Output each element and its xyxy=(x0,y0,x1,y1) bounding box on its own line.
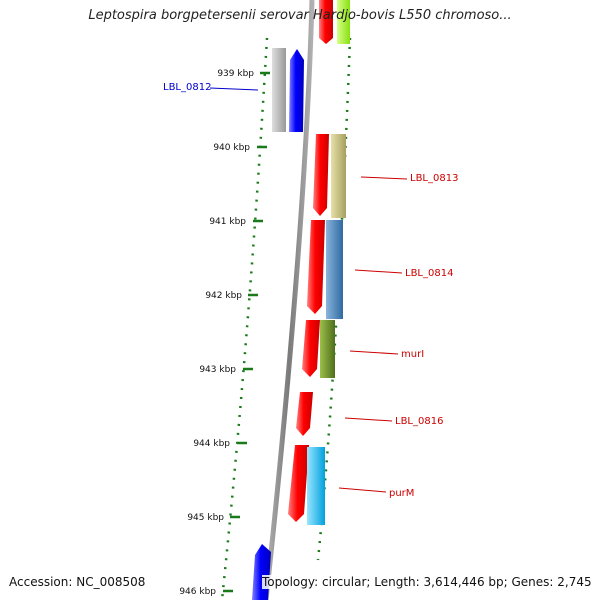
genome-backbone xyxy=(263,0,315,600)
gene-cds-bar xyxy=(326,220,343,319)
gene-feature[interactable] xyxy=(288,445,309,522)
gene-feature[interactable] xyxy=(252,544,271,600)
gene-cds-bar xyxy=(307,447,325,525)
tick-label: 946 kbp xyxy=(179,587,216,597)
tick-track xyxy=(220,37,269,600)
gene-label-leader xyxy=(360,176,408,180)
gene-label-purM[interactable]: purM xyxy=(389,488,414,499)
tick-label: 942 kbp xyxy=(205,291,242,301)
gene-label-leader xyxy=(338,487,387,493)
tick-label: 941 kbp xyxy=(209,217,246,227)
accession-label: Accession: NC_008508 xyxy=(9,575,146,589)
gene-cds-bar xyxy=(337,0,350,44)
gene-feature[interactable] xyxy=(319,0,333,44)
gene-feature[interactable] xyxy=(307,220,325,314)
tick-label: 945 kbp xyxy=(187,513,224,523)
gene-cds-bar xyxy=(320,320,335,378)
tick-label: 943 kbp xyxy=(199,365,236,375)
gene-label-leader xyxy=(349,350,399,355)
tick-label: 939 kbp xyxy=(217,69,254,79)
gene-feature[interactable] xyxy=(296,392,313,436)
gene-feature[interactable] xyxy=(313,134,329,216)
gene-label-LBL_0813[interactable]: LBL_0813 xyxy=(410,173,458,184)
tick-marks xyxy=(223,71,270,593)
gene-label-leader xyxy=(209,87,259,91)
genome-summary: Topology: circular; Length: 3,614,446 bp… xyxy=(262,575,592,589)
gene-cds-bar xyxy=(272,48,286,132)
gene-label-leader xyxy=(344,417,393,422)
gene-cds-bar xyxy=(331,134,346,218)
gene-label-murI[interactable]: murI xyxy=(401,349,424,360)
gene-label-LBL_0814[interactable]: LBL_0814 xyxy=(405,268,453,279)
gene-label-LBL_0812[interactable]: LBL_0812 xyxy=(163,82,211,93)
tick-label: 944 kbp xyxy=(193,439,230,449)
map-title: Leptospira borgpetersenii serovar Hardjo… xyxy=(88,8,512,23)
gene-feature[interactable] xyxy=(289,49,304,132)
gene-feature[interactable] xyxy=(302,320,320,377)
gene-label-LBL_0816[interactable]: LBL_0816 xyxy=(395,416,443,427)
gene-label-leader xyxy=(354,269,403,274)
tick-label: 940 kbp xyxy=(213,143,250,153)
